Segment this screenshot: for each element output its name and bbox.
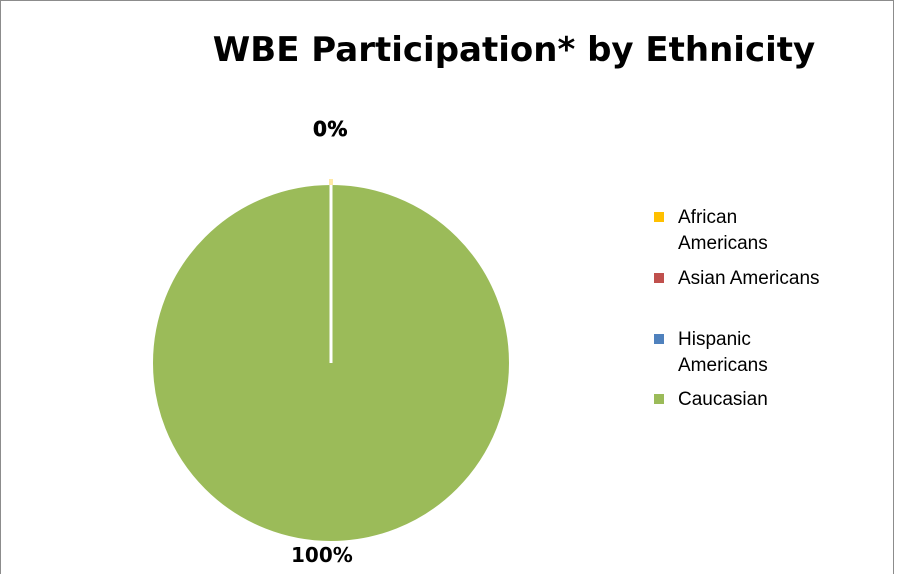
legend-label: Asian Americans <box>678 266 878 292</box>
legend-label-line: Americans <box>678 233 768 254</box>
legend-swatch <box>654 334 664 344</box>
legend-label: Caucasian <box>678 387 878 413</box>
legend-label-line: Caucasian <box>678 389 768 410</box>
legend-label-line: African <box>678 207 738 228</box>
data-label-zero: 0% <box>313 117 348 142</box>
chart-title: WBE Participation* by Ethnicity <box>212 30 816 70</box>
legend-label-line: Asian Americans <box>678 268 820 289</box>
pie-zero-slice-sliver <box>329 179 333 185</box>
legend-swatch <box>654 212 664 222</box>
data-label-hundred: 100% <box>291 543 353 567</box>
legend-swatch <box>654 273 664 283</box>
legend-label: African Americans <box>678 205 878 257</box>
legend-swatch <box>654 394 664 404</box>
legend-label: Hispanic Americans <box>678 327 878 379</box>
legend-label-line: Americans <box>678 355 768 376</box>
legend-label-line: Hispanic <box>678 329 751 350</box>
